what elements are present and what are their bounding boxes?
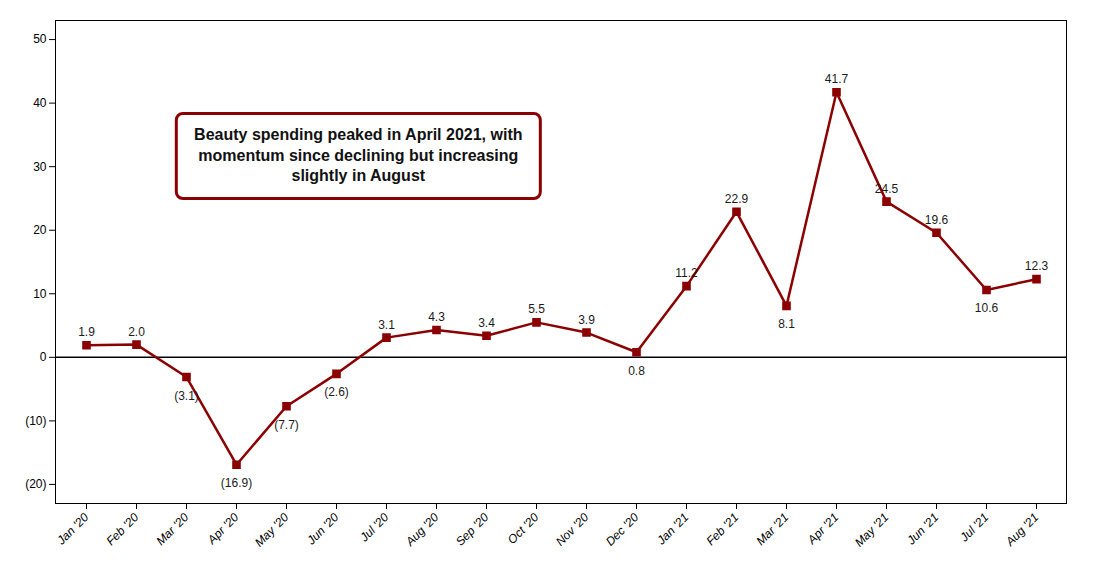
svg-text:24.5: 24.5 [875, 182, 899, 196]
svg-text:0: 0 [40, 350, 47, 364]
html-text:Beauty spending peaked in Apri: Beauty spending peaked in April 2021, wi… [194, 125, 523, 185]
svg-text:Jan '20: Jan '20 [54, 510, 92, 548]
svg-text:3.4: 3.4 [478, 316, 495, 330]
svg-text:(7.7): (7.7) [274, 418, 299, 432]
svg-text:Feb '21: Feb '21 [703, 510, 741, 548]
svg-text:(2.6): (2.6) [324, 385, 349, 399]
svg-text:(16.9): (16.9) [221, 476, 252, 490]
svg-text:2.0: 2.0 [128, 325, 145, 339]
svg-text:41.7: 41.7 [825, 72, 849, 86]
svg-text:May '21: May '21 [852, 510, 891, 549]
svg-text:11.2: 11.2 [675, 266, 698, 280]
svg-text:Jul '21: Jul '21 [956, 510, 991, 545]
svg-text:Mar '21: Mar '21 [753, 510, 791, 548]
svg-text:Jul '20: Jul '20 [356, 510, 391, 545]
svg-text:Aug '21: Aug '21 [1002, 510, 1041, 549]
svg-text:3.9: 3.9 [578, 313, 595, 327]
svg-text:Aug '20: Aug '20 [402, 510, 441, 549]
svg-text:(10): (10) [25, 414, 46, 428]
svg-text:Jun '20: Jun '20 [304, 510, 342, 548]
svg-text:Dec '20: Dec '20 [603, 510, 642, 549]
svg-text:19.6: 19.6 [925, 213, 949, 227]
svg-text:Mar '20: Mar '20 [153, 510, 191, 548]
svg-text:50: 50 [33, 32, 47, 46]
svg-text:Apr '20: Apr '20 [204, 510, 241, 547]
svg-text:(3.1): (3.1) [174, 389, 199, 403]
svg-text:0.8: 0.8 [628, 364, 645, 378]
svg-text:22.9: 22.9 [725, 192, 749, 206]
svg-text:Feb '20: Feb '20 [103, 510, 141, 548]
svg-text:10.6: 10.6 [975, 301, 999, 315]
svg-text:10: 10 [33, 287, 47, 301]
svg-text:Apr '21: Apr '21 [804, 510, 841, 547]
svg-text:May '20: May '20 [252, 510, 292, 550]
svg-text:1.9: 1.9 [78, 325, 95, 339]
svg-text:20: 20 [33, 223, 47, 237]
svg-text:Sep '20: Sep '20 [453, 510, 492, 549]
svg-text:Oct '20: Oct '20 [505, 510, 542, 547]
svg-text:4.3: 4.3 [428, 310, 445, 324]
svg-text:30: 30 [33, 160, 47, 174]
svg-text:40: 40 [33, 96, 47, 110]
svg-text:5.5: 5.5 [528, 302, 545, 316]
svg-text:Jun '21: Jun '21 [904, 510, 942, 548]
svg-text:8.1: 8.1 [778, 317, 795, 331]
svg-text:3.1: 3.1 [378, 318, 395, 332]
svg-text:Jan '21: Jan '21 [654, 510, 692, 548]
svg-text:(20): (20) [25, 477, 46, 491]
svg-text:12.3: 12.3 [1025, 259, 1049, 273]
svg-text:Nov '20: Nov '20 [553, 510, 592, 549]
